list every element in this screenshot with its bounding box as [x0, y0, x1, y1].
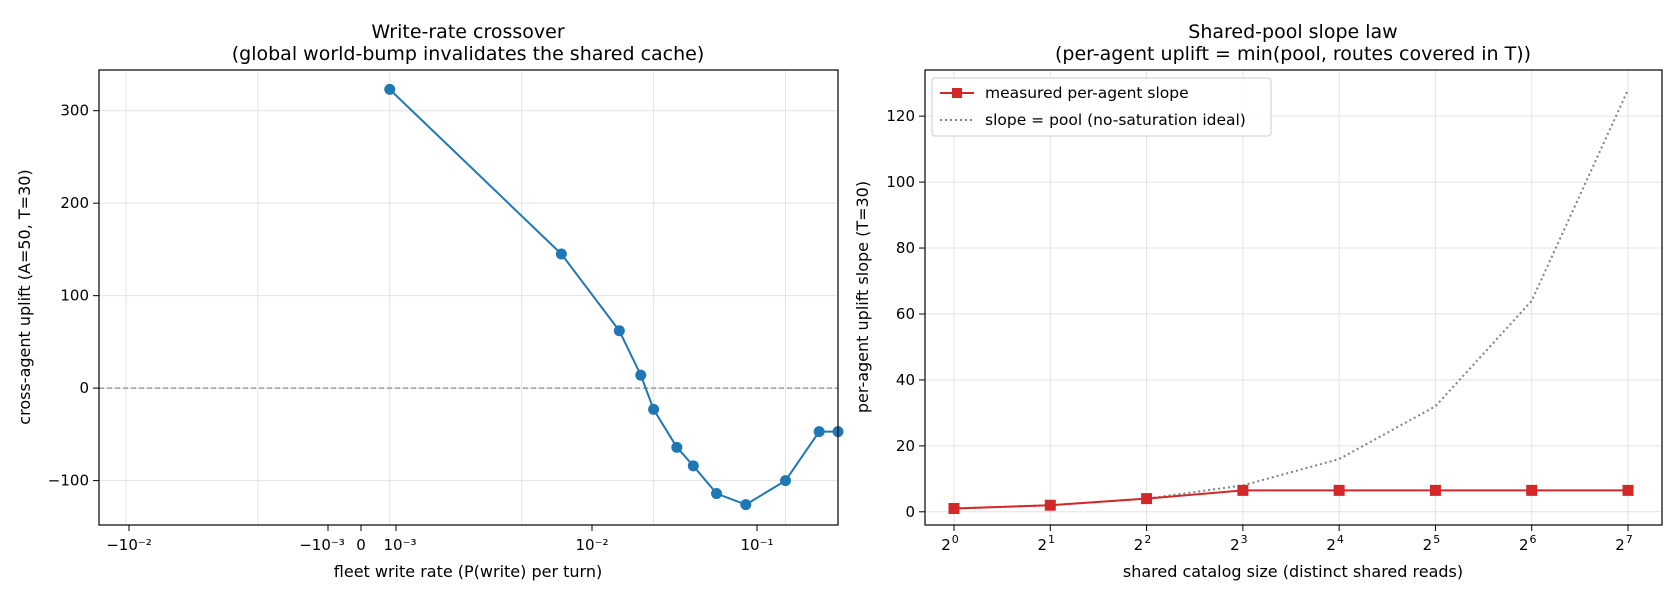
data-point [555, 248, 567, 260]
legend-label-ideal: slope = pool (no-saturation ideal) [985, 111, 1246, 129]
x-tick-label: 27 [1615, 533, 1633, 554]
chart-right-y-axis-label: per-agent uplift slope (T=30) [853, 181, 872, 413]
data-point [711, 488, 723, 500]
x-tick-label: 10⁻¹ [740, 536, 773, 554]
chart-left-y-axis: −100 0 100 200 300 [48, 102, 99, 490]
chart-right-subtitle: (per-agent uplift = min(pool, routes cov… [1055, 43, 1531, 65]
legend-frame [931, 77, 1272, 137]
x-tick-label: 10⁻² [575, 536, 608, 554]
data-point [740, 499, 752, 511]
y-tick-label: 100 [60, 287, 89, 305]
data-point [1429, 484, 1441, 496]
x-tick-label: 0 [356, 536, 366, 554]
data-point [384, 83, 396, 95]
x-tick-label: 23 [1230, 533, 1248, 554]
y-tick-label: 300 [60, 102, 89, 120]
x-tick-label: 26 [1519, 533, 1537, 554]
chart-right-y-axis: 0 20 40 60 80 100 120 [886, 107, 925, 521]
data-point [813, 426, 825, 438]
chart-right-x-axis: 20 21 22 23 24 25 26 27 [941, 525, 1633, 554]
data-point [687, 460, 699, 472]
chart-right-title: Shared-pool slope law [1188, 21, 1397, 43]
x-tick-label: 22 [1134, 533, 1152, 554]
chart-left-gridlines [99, 70, 838, 525]
y-tick-label: 0 [905, 503, 915, 521]
chart-right-legend: measured per-agent slope slope = pool (n… [931, 77, 1272, 137]
data-point [635, 369, 647, 381]
x-tick-label: 24 [1326, 533, 1344, 554]
chart-right-x-axis-label: shared catalog size (distinct shared rea… [1123, 562, 1463, 581]
chart-left-x-axis-label: fleet write rate (P(write) per turn) [334, 562, 602, 581]
data-point [1237, 484, 1249, 496]
chart-left-y-axis-label: cross-agent uplift (A=50, T=30) [15, 169, 34, 424]
x-tick-label: −10⁻² [106, 536, 152, 554]
y-tick-label: 0 [79, 379, 89, 397]
x-tick-label: 25 [1423, 533, 1441, 554]
chart-right-plot-frame [924, 69, 1663, 526]
y-tick-label: 200 [60, 194, 89, 212]
y-tick-label: 60 [896, 305, 915, 323]
data-point [613, 325, 625, 337]
data-point [648, 403, 660, 415]
series-line [389, 88, 838, 506]
data-point [780, 475, 792, 487]
data-point [1622, 484, 1634, 496]
y-tick-label: −100 [48, 472, 89, 490]
measured-slope-line [953, 489, 1628, 510]
data-point [1044, 499, 1056, 511]
x-tick-label: −10⁻³ [299, 536, 345, 554]
y-tick-label: 20 [896, 437, 915, 455]
data-point [1141, 493, 1153, 505]
legend-marker-measured [952, 88, 962, 98]
chart-left: Write-rate crossover (global world-bump … [15, 21, 844, 581]
chart-right: Shared-pool slope law (per-agent uplift … [853, 21, 1663, 581]
y-tick-label: 120 [886, 107, 915, 125]
chart-left-series [384, 83, 844, 511]
x-tick-label: 21 [1038, 533, 1056, 554]
data-point [671, 441, 683, 453]
data-point [1333, 484, 1345, 496]
x-tick-label: 10⁻³ [383, 536, 416, 554]
y-tick-label: 100 [886, 173, 915, 191]
chart-right-gridlines [925, 70, 1662, 525]
y-tick-label: 40 [896, 371, 915, 389]
chart-left-subtitle: (global world-bump invalidates the share… [232, 43, 705, 65]
chart-right-series [948, 89, 1634, 515]
chart-left-x-axis: −10⁻² −10⁻³ 0 10⁻³ 10⁻² 10⁻¹ [106, 525, 774, 554]
data-point [1526, 484, 1538, 496]
chart-left-title: Write-rate crossover [371, 21, 564, 43]
chart-left-plot-frame [98, 69, 839, 526]
x-tick-label: 20 [941, 533, 959, 554]
y-tick-label: 80 [896, 239, 915, 257]
legend-label-measured: measured per-agent slope [985, 84, 1189, 102]
data-point [948, 503, 960, 515]
